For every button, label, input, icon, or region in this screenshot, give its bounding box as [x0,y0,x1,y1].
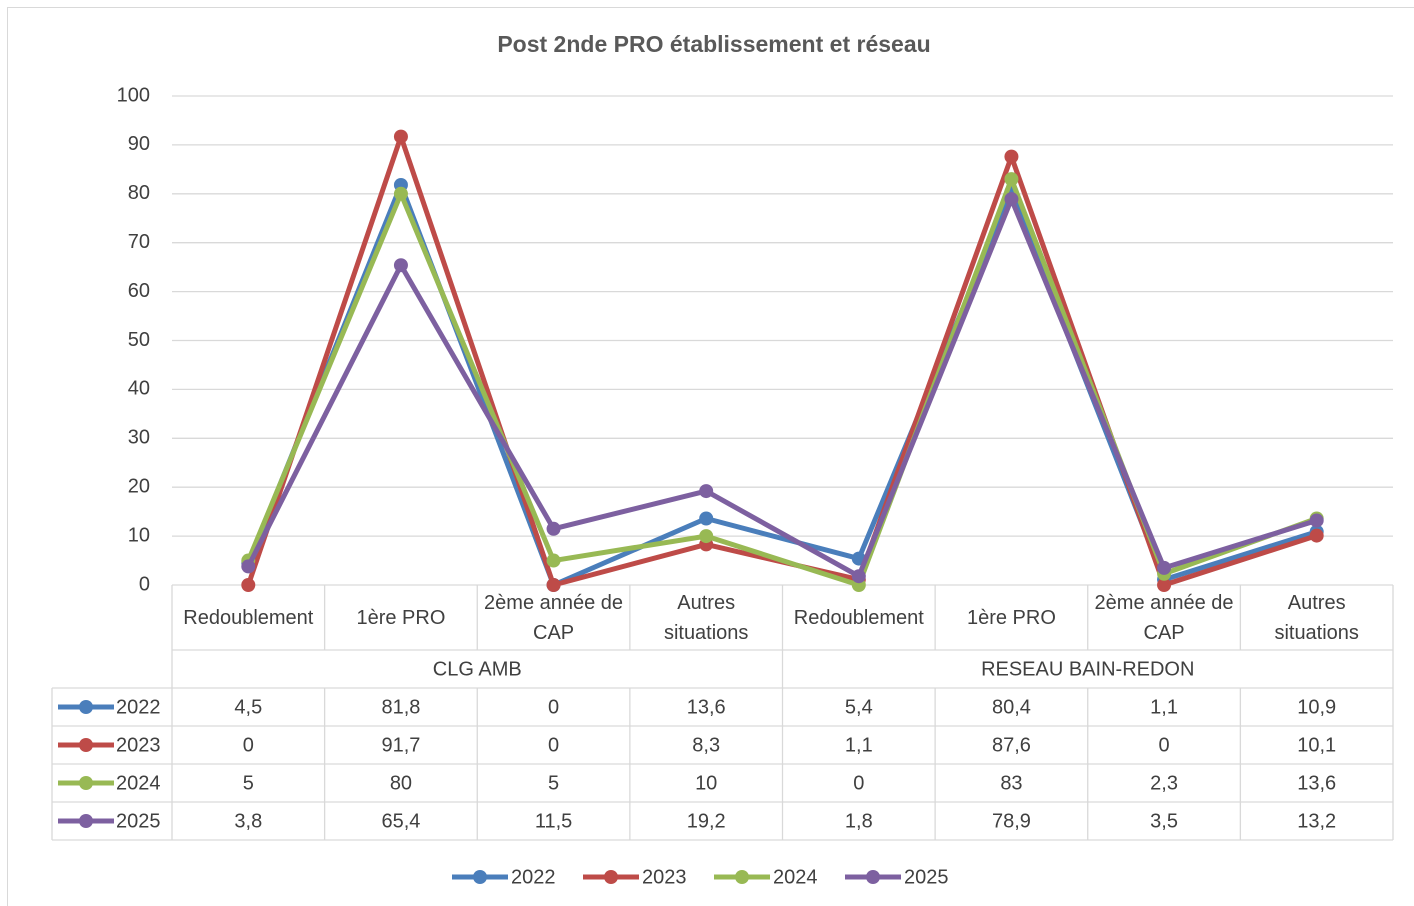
table-value: 5 [243,772,254,794]
table-value: 19,2 [687,810,726,832]
table-value: 3,8 [234,810,262,832]
y-tick-label: 40 [128,378,150,400]
group-label: RESEAU BAIN-REDON [981,658,1194,680]
legend-key-marker [79,700,93,714]
table-series-name: 2023 [116,734,161,756]
table-value: 5,4 [845,696,873,718]
data-point [546,553,561,568]
table-value: 91,7 [381,734,420,756]
table-value: 0 [853,772,864,794]
x-tick-label: 1ère PRO [966,606,1056,629]
y-tick-label: 50 [128,329,150,351]
series-line [246,196,1318,579]
table-value: 0 [548,696,559,718]
table-value: 81,8 [381,696,420,718]
table-value: 13,6 [1297,772,1336,794]
data-point [1157,560,1172,575]
x-tick-label: 1ère PRO [356,606,446,629]
chart-title: Post 2nde PRO établissement et réseau [497,31,930,57]
y-tick-label: 30 [128,427,150,449]
table-value: 13,6 [687,696,726,718]
data-point [1309,528,1324,543]
data-point [393,258,408,273]
data-point [393,129,408,144]
x-tick-label: Redoublement [183,606,314,629]
data-point [1004,149,1019,164]
data-point [1309,513,1324,528]
y-tick-label: 10 [128,524,150,546]
legend-label: 2022 [511,866,556,888]
x-tick-label: 2ème année de CAP [484,591,624,644]
data-point [1004,172,1019,187]
table-value: 4,5 [234,696,262,718]
table-value: 83 [1000,772,1022,794]
legend-label: 2023 [642,866,687,888]
data-point [546,578,561,592]
table-series-name: 2024 [116,772,161,794]
data-point [699,511,714,526]
y-tick-label: 60 [128,280,150,302]
table-value: 1,1 [1150,696,1178,718]
table-value: 2,3 [1150,772,1178,794]
x-tick-label: Autres situations [1274,591,1359,644]
data-point [699,529,714,544]
y-tick-label: 0 [139,573,150,595]
y-tick-label: 100 [117,84,150,106]
data-point [1157,578,1172,592]
x-tick-label: Autres situations [663,591,749,644]
y-tick-label: 70 [128,231,150,253]
legend: 2022 2023 2024 2025 [452,866,949,888]
legend-key-marker [79,776,93,790]
legend-key-marker [79,738,93,752]
data-point [393,186,408,201]
table-value: 0 [548,734,559,756]
data-point [241,578,256,592]
y-tick-label: 20 [128,475,150,497]
table-value: 8,3 [692,734,720,756]
data-point [546,521,561,536]
table-value: 5 [548,772,559,794]
y-tick-label: 90 [128,133,150,155]
legend-key-marker [79,814,93,828]
data-point [241,559,256,574]
data-point [1004,192,1019,207]
table-series-name: 2022 [116,696,161,718]
table-value: 87,6 [992,734,1031,756]
data-point [851,569,866,584]
chart-border [7,7,1414,906]
legend-key-marker [866,870,880,884]
table-value: 11,5 [535,810,572,832]
legend-key-marker [735,870,749,884]
data-point [699,484,714,499]
table-value: 78,9 [992,810,1031,832]
table-value: 80,4 [992,696,1031,718]
table-value: 10 [695,772,717,794]
table-value: 13,2 [1297,810,1336,832]
legend-key-marker [473,870,487,884]
table-value: 10,1 [1297,734,1336,756]
x-tick-label: 2ème année de CAP [1094,591,1234,644]
y-tick-label: 80 [128,182,150,204]
legend-label: 2024 [773,866,818,888]
table-value: 80 [390,772,412,794]
table-series-name: 2025 [116,810,161,832]
table-value: 0 [243,734,254,756]
legend-label: 2025 [904,866,949,888]
table-value: 1,8 [845,810,873,832]
x-tick-label: Redoublement [793,606,924,629]
table-value: 0 [1159,734,1170,756]
group-label: CLG AMB [433,658,522,680]
table-value: 1,1 [845,734,873,756]
table-value: 65,4 [381,810,420,832]
legend-key-marker [604,870,618,884]
table-value: 10,9 [1297,696,1336,718]
table-value: 3,5 [1150,810,1178,832]
